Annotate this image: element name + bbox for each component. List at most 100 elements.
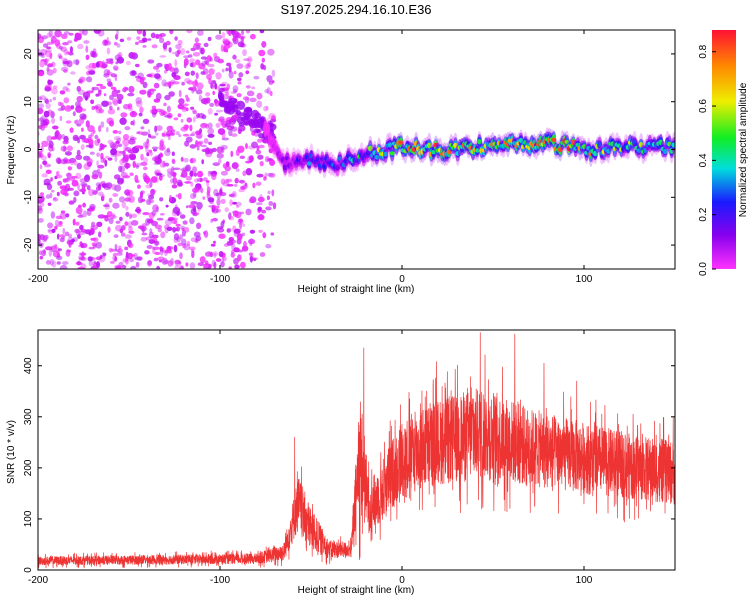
noise-speck [109, 260, 115, 264]
noise-speck [78, 117, 85, 125]
snr-y-axis: 0 100 200 300 400 [23, 357, 675, 573]
noise-speck [66, 145, 73, 152]
noise-speck [228, 30, 232, 37]
noise-speck [62, 227, 66, 235]
noise-speck [189, 86, 197, 92]
noise-speck [140, 198, 146, 202]
noise-speck [102, 252, 107, 257]
noise-speck [98, 171, 103, 179]
noise-speck [261, 209, 267, 214]
y-tick-label: 200 [23, 459, 34, 476]
noise-speck [216, 152, 224, 159]
noise-speck [130, 213, 138, 218]
colorbar-tick-label: 0.4 [698, 153, 709, 167]
noise-speck [45, 234, 49, 240]
noise-speck [51, 189, 55, 193]
noise-speck [108, 247, 113, 253]
noise-speck [241, 245, 249, 252]
noise-speck [54, 30, 62, 38]
noise-speck [120, 232, 126, 237]
noise-speck [78, 76, 86, 83]
noise-speck [217, 58, 225, 64]
ridge-cell [551, 137, 557, 142]
noise-speck [96, 160, 99, 167]
noise-speck [248, 238, 256, 245]
noise-speck [196, 131, 203, 140]
noise-speck [174, 36, 178, 41]
noise-speck [225, 91, 230, 96]
noise-speck [268, 148, 273, 154]
noise-speck [62, 192, 68, 196]
noise-speck [220, 221, 225, 228]
noise-speck [181, 105, 188, 113]
noise-speck [181, 227, 185, 232]
noise-speck [58, 248, 62, 252]
noise-speck [131, 220, 139, 226]
noise-speck [172, 177, 178, 185]
noise-speck [264, 156, 270, 163]
noise-speck [49, 192, 53, 199]
noise-speck [152, 148, 158, 152]
noise-speck [76, 123, 82, 127]
noise-speck [132, 111, 135, 115]
noise-speck [152, 156, 159, 162]
noise-speck [245, 160, 252, 164]
noise-speck [138, 225, 144, 229]
noise-speck [65, 120, 72, 124]
noise-speck [56, 261, 61, 265]
transition-speck [253, 128, 261, 133]
noise-speck [215, 192, 220, 196]
noise-speck [46, 41, 52, 46]
noise-speck [268, 172, 276, 178]
noise-speck [206, 73, 212, 80]
noise-speck [207, 122, 213, 129]
noise-speck [185, 94, 189, 98]
noise-speck [129, 70, 137, 77]
noise-speck [71, 179, 79, 187]
noise-speck [201, 159, 204, 165]
noise-speck [72, 111, 76, 117]
noise-speck [186, 240, 191, 247]
noise-speck [48, 249, 52, 257]
noise-speck [135, 41, 139, 46]
transition-speck [236, 100, 246, 111]
noise-speck [100, 156, 105, 164]
noise-speck [201, 98, 208, 105]
noise-speck [224, 207, 229, 213]
noise-speck [153, 73, 161, 79]
noise-speck [220, 198, 226, 204]
noise-speck [119, 117, 127, 125]
noise-speck [123, 86, 127, 93]
noise-speck [149, 228, 153, 233]
noise-speck [262, 64, 267, 71]
noise-speck [155, 69, 161, 73]
noise-speck [148, 194, 155, 200]
noise-speck [171, 151, 175, 157]
noise-speck [200, 187, 204, 194]
noise-speck [123, 103, 130, 110]
x-tick-label: 0 [399, 575, 405, 586]
noise-speck [59, 90, 66, 95]
noise-speck [158, 144, 166, 151]
noise-speck [213, 252, 217, 259]
noise-speck [172, 81, 180, 85]
noise-speck [94, 134, 99, 140]
noise-speck [242, 170, 247, 177]
noise-speck [165, 40, 171, 46]
noise-speck [46, 46, 52, 50]
noise-speck [169, 178, 174, 184]
noise-speck [185, 262, 189, 267]
noise-speck [63, 31, 70, 35]
noise-speck [189, 217, 195, 225]
noise-speck [195, 89, 203, 95]
noise-speck [245, 70, 250, 75]
noise-speck [189, 170, 194, 177]
ridge-cell [431, 150, 437, 155]
noise-speck [182, 103, 189, 107]
noise-speck [231, 162, 238, 170]
noise-speck [46, 67, 50, 72]
noise-speck [215, 72, 222, 80]
noise-speck [45, 260, 52, 265]
noise-speck [50, 211, 56, 219]
noise-speck [191, 211, 196, 215]
